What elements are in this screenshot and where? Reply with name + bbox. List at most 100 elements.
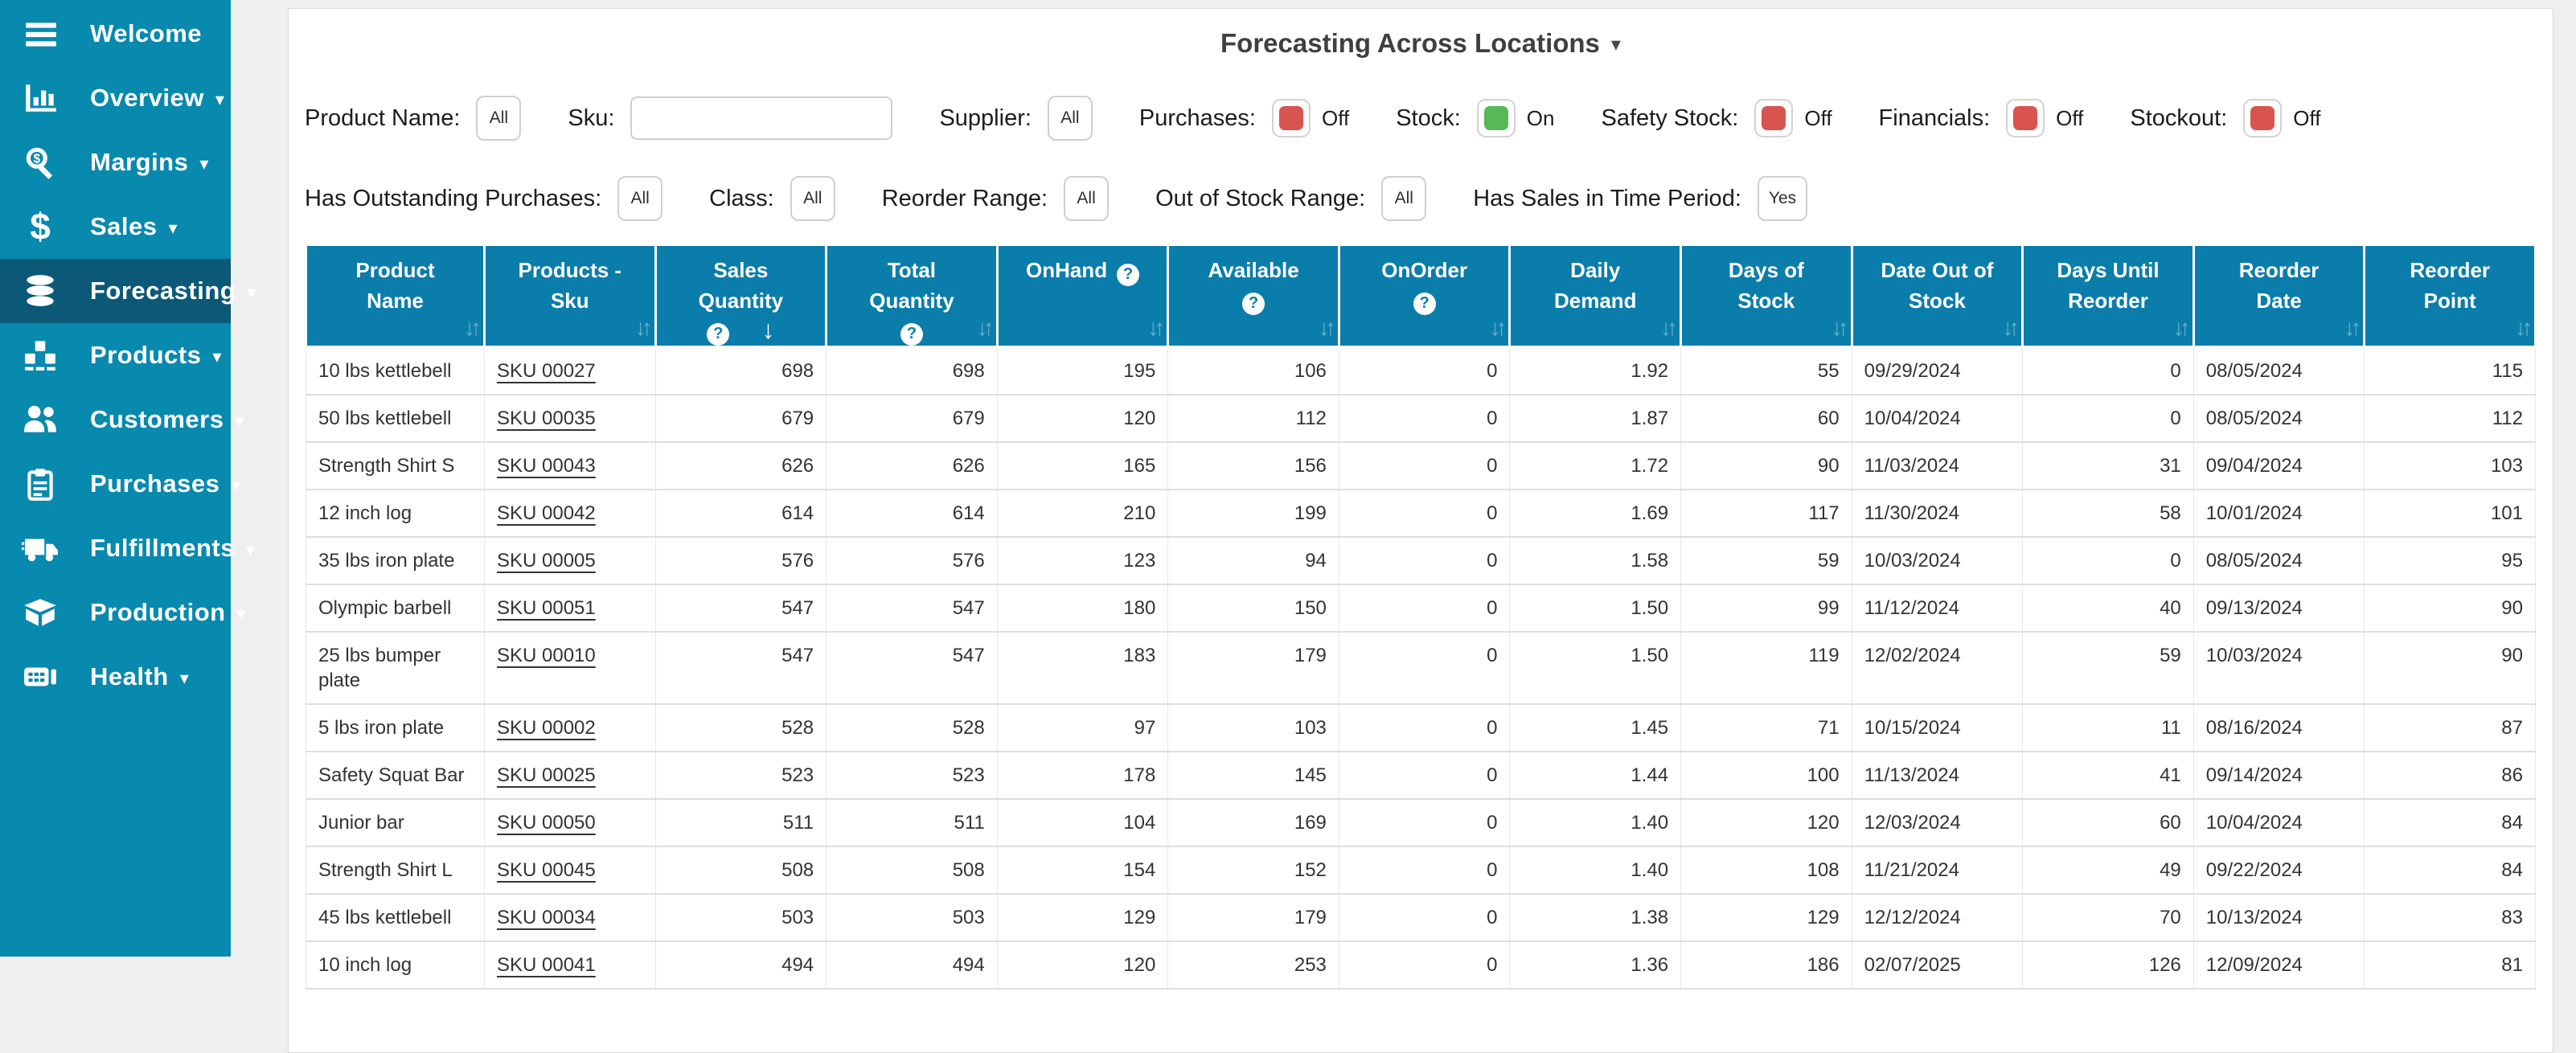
sku-input[interactable] [630, 96, 893, 140]
column-header-onorder[interactable]: OnOrder? ↓↑ [1337, 244, 1512, 348]
purchases-toggle[interactable] [1272, 99, 1311, 137]
cell-onorder: 0 [1338, 703, 1511, 752]
filter-group-stockout: Stockout: Off [2130, 99, 2320, 137]
cell-date-out-of-stock: 12/12/2024 [1851, 892, 2024, 941]
column-header-date-out-of-stock[interactable]: Date Out of Stock ↓↑ [1850, 244, 2024, 348]
financials-toggle[interactable] [2006, 99, 2045, 137]
column-header-days-until-reorder[interactable]: Days Until Reorder ↓↑ [2021, 244, 2195, 348]
cell-reorder-date: 10/13/2024 [2192, 892, 2365, 941]
column-header-onhand[interactable]: OnHand? ↓↑ [995, 244, 1170, 348]
cell-reorder-date: 09/04/2024 [2192, 440, 2365, 490]
sidebar-item-customers[interactable]: Customers ▾ [0, 387, 244, 452]
cell-reorder-date: 08/16/2024 [2192, 703, 2365, 752]
cell-total-quantity: 494 [826, 940, 998, 989]
cell-total-quantity: 614 [826, 488, 998, 537]
cell-reorder-point: 115 [2364, 346, 2536, 395]
safety-stock-toggle-state: Off [1804, 105, 1832, 130]
sku-link[interactable]: SKU 00043 [497, 454, 596, 477]
sku-link[interactable]: SKU 00002 [497, 716, 596, 739]
stock-toggle[interactable] [1476, 99, 1516, 137]
cell-products-sku: SKU 00041 [484, 940, 656, 989]
filter-group-reorder-range: Reorder Range: All [882, 176, 1110, 221]
cell-onhand: 104 [996, 797, 1169, 846]
out-of-stock-range-select[interactable]: All [1381, 176, 1427, 221]
cell-product-name: 35 lbs iron plate [306, 535, 485, 584]
has-outstanding-purchases-select[interactable]: All [617, 176, 663, 221]
page-title: Forecasting Across Locations ▾ [305, 28, 2537, 59]
sku-link[interactable]: SKU 00042 [497, 502, 596, 524]
cell-products-sku: SKU 00005 [484, 535, 656, 584]
stockout-toggle-state: Off [2293, 105, 2321, 130]
product-name-select[interactable]: All [476, 96, 522, 141]
column-header-daily-demand[interactable]: Daily Demand ↓↑ [1508, 244, 1683, 348]
sidebar-item-label: Production [90, 598, 226, 626]
financials-toggle-knob [2013, 106, 2038, 130]
sku-link[interactable]: SKU 00025 [497, 764, 596, 786]
column-header-help-row: ? [900, 318, 923, 346]
sidebar-item-products[interactable]: Products ▾ [0, 323, 231, 387]
sidebar-item-overview[interactable]: Overview ▾ [0, 66, 231, 130]
stockout-toggle-knob [2250, 106, 2275, 130]
column-header-products-sku[interactable]: Products - Sku ↓↑ [483, 244, 657, 348]
sku-link[interactable]: SKU 00034 [497, 906, 596, 928]
sku-link[interactable]: SKU 00045 [497, 858, 596, 881]
help-icon[interactable]: ? [1117, 263, 1140, 286]
help-icon[interactable]: ? [1242, 292, 1265, 315]
help-icon[interactable]: ? [900, 322, 923, 346]
sku-link[interactable]: SKU 00027 [497, 359, 596, 382]
cell-onhand: 154 [996, 845, 1169, 894]
sidebar-item-purchases[interactable]: Purchases ▾ [0, 452, 240, 516]
table-row: 25 lbs bumper plate SKU 00010 547 547 183 179… [306, 630, 2536, 704]
column-header-label: Days of [1728, 258, 1804, 282]
help-icon[interactable]: ? [707, 322, 730, 346]
stockout-toggle[interactable] [2243, 99, 2283, 137]
sku-link[interactable]: SKU 00010 [497, 644, 596, 666]
cell-products-sku: SKU 00051 [484, 583, 656, 632]
column-header-reorder-point[interactable]: Reorder Point ↓↑ [2363, 244, 2537, 348]
sidebar-item-sales[interactable]: $ Sales ▾ [0, 195, 231, 259]
help-icon[interactable]: ? [1413, 292, 1436, 315]
title-dropdown-caret-icon[interactable]: ▾ [1610, 34, 1621, 55]
column-header-available[interactable]: Available? ↓↑ [1167, 244, 1340, 348]
cell-date-out-of-stock: 11/13/2024 [1851, 750, 2024, 799]
sidebar-item-margins[interactable]: $ Margins ▾ [0, 130, 231, 195]
sidebar-item-label: Health [90, 662, 169, 690]
sku-link[interactable]: SKU 00035 [497, 407, 596, 429]
purchases-toggle-state: Off [1322, 105, 1350, 130]
sidebar-item-health[interactable]: Health ▾ [0, 645, 231, 709]
cell-onhand: 120 [996, 940, 1169, 989]
sort-icon: ↓↑ [464, 314, 482, 340]
cell-days-of-stock: 71 [1680, 703, 1852, 752]
class-select[interactable]: All [790, 176, 835, 221]
cell-sales-quantity: 614 [654, 488, 827, 537]
cell-total-quantity: 698 [826, 346, 998, 395]
table-row: 10 inch log SKU 00041 494 494 120 253 0 1.36 186… [306, 940, 2536, 989]
column-header-days-of-stock[interactable]: Days of Stock ↓↑ [1680, 244, 1853, 348]
column-header-reorder-date[interactable]: Reorder Date ↓↑ [2192, 244, 2366, 348]
supplier-select[interactable]: All [1047, 96, 1093, 141]
column-header-sales-quantity[interactable]: Sales Quantity? ↓ [654, 244, 828, 348]
safety-stock-toggle[interactable] [1754, 99, 1794, 137]
filter-label-stockout: Stockout: [2130, 104, 2228, 131]
cell-total-quantity: 528 [826, 703, 998, 752]
cell-products-sku: SKU 00010 [484, 630, 656, 704]
cell-onhand: 97 [996, 703, 1169, 752]
column-header-product-name[interactable]: Product Name ↓↑ [305, 244, 486, 348]
chevron-down-icon: ▾ [245, 539, 255, 559]
sku-link[interactable]: SKU 00050 [497, 811, 596, 834]
sidebar-item-production[interactable]: Production ▾ [0, 580, 246, 645]
column-header-total-quantity[interactable]: Total Quantity? ↓↑ [825, 244, 999, 348]
sku-link[interactable]: SKU 00041 [497, 953, 596, 976]
table-header-row: Product Name ↓↑ Products - Sku ↓↑ Sales Quantit… [305, 244, 2537, 348]
sidebar-item-welcome[interactable]: Welcome [0, 2, 231, 66]
sidebar-item-forecasting[interactable]: Forecasting ▾ [0, 259, 256, 323]
reorder-range-select[interactable]: All [1064, 176, 1110, 221]
column-header-help-row: ? ↓ [707, 317, 774, 346]
cell-reorder-date: 10/04/2024 [2192, 797, 2365, 846]
sidebar-item-fulfillments[interactable]: Fulfillments ▾ [0, 516, 255, 580]
cell-daily-demand: 1.58 [1509, 535, 1682, 584]
has-sales-in-time-period-select[interactable]: Yes [1757, 176, 1808, 221]
cell-days-of-stock: 129 [1680, 892, 1852, 941]
sku-link[interactable]: SKU 00005 [497, 549, 596, 572]
sku-link[interactable]: SKU 00051 [497, 596, 596, 619]
